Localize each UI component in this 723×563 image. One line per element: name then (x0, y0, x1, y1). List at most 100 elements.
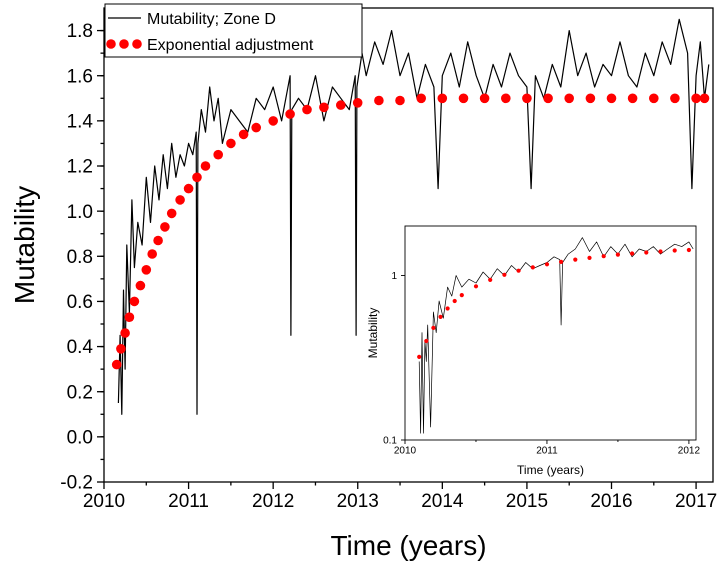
main-legend: Mutability; Zone D Exponential adjustment (104, 3, 363, 58)
main-y-axis-title: Mutability (9, 186, 40, 304)
main-series-1-point (251, 122, 261, 133)
main-x-tick-label: 2010 (83, 491, 125, 512)
main-series-1-point (395, 95, 405, 106)
inset-series-1-point (559, 259, 564, 264)
inset-series-1-point (424, 338, 429, 344)
main-y-tick-label: 0.4 (67, 337, 94, 358)
main-series-0-line (117, 18, 710, 415)
main-x-axis-title: Time (years) (330, 530, 486, 561)
main-x-tick-label: 2012 (252, 491, 294, 512)
main-series-1-point (285, 109, 295, 119)
inset-series-1-point (601, 254, 606, 259)
inset-y-tick-label: 1 (391, 271, 397, 282)
main-x-tick-label: 2017 (675, 491, 717, 512)
inset-series-1-point (630, 251, 635, 256)
main-y-tick-label: 1.8 (67, 21, 93, 42)
legend-label-exponential: Exponential adjustment (147, 37, 314, 54)
main-series-1-point (437, 93, 448, 104)
main-series-1-point (268, 116, 279, 126)
main-series-1-point (120, 328, 130, 338)
main-data (111, 18, 710, 415)
inset-series-1-point (672, 248, 677, 253)
main-series-1-point (522, 93, 532, 104)
main-series-1-point (352, 98, 363, 108)
inset-plot: 2010 2011 2012 0.1 1 Time (years) Mutability (366, 225, 701, 477)
main-y-tick-label: -0.2 (60, 473, 93, 494)
main-series-1-point (699, 93, 710, 104)
main-series-1-point (585, 93, 596, 104)
main-series-1-point (479, 93, 490, 104)
legend-label-mutability: Mutability; Zone D (147, 11, 276, 28)
inset-series-1-point (417, 354, 422, 359)
main-series-1-point (226, 138, 236, 149)
main-x-tick-label: 2011 (168, 491, 209, 512)
main-series-1-point (336, 100, 346, 110)
inset-series-1-point (644, 250, 649, 255)
main-x-tick-label: 2015 (506, 491, 548, 512)
inset-series-1-point (544, 262, 550, 267)
legend-dot-swatch (132, 39, 142, 49)
legend-dot-swatch (106, 39, 116, 49)
main-series-1-point (627, 93, 638, 104)
main-series-1-point (192, 172, 202, 183)
main-y-tick-label: 1.6 (67, 66, 93, 87)
main-series-1-point (374, 95, 384, 106)
main-series-1-point (649, 93, 659, 104)
main-series-1-point (670, 93, 680, 104)
inset-x-tick-label: 2012 (678, 446, 701, 457)
main-x-tick-label: 2013 (337, 491, 379, 512)
legend-dot-swatch (119, 39, 129, 49)
main-y-tick-label: 1.0 (67, 202, 93, 223)
main-series-1-point (183, 183, 194, 194)
inset-x-tick-label: 2010 (394, 446, 417, 457)
main-series-1-point (691, 93, 701, 104)
inset-data (417, 237, 694, 434)
inset-y-tick-label: 0.1 (383, 436, 397, 447)
inset-series-1-point (445, 306, 450, 311)
main-series-1-point (501, 93, 511, 104)
inset-y-axis-title: Mutability (366, 308, 380, 359)
main-y-tick-label: 0.0 (67, 428, 93, 449)
main-series-1-point (543, 93, 553, 104)
inset-background (405, 226, 696, 440)
main-series-1-point (111, 359, 122, 370)
inset-x-tick-label: 2011 (536, 446, 558, 457)
main-series-1-point (153, 235, 163, 246)
main-series-1-point (116, 344, 126, 354)
main-series-1-point (175, 195, 185, 205)
main-series-1-point (141, 265, 152, 275)
main-plot: 2010 2011 2012 2013 2014 2015 2016 2017 -0.2 0.0 0… (9, 7, 717, 561)
inset-series-1-point (459, 293, 464, 298)
main-axes-frame (103, 7, 714, 483)
main-y-tick-label: 0.8 (67, 247, 93, 268)
inset-series-1-point (438, 314, 443, 319)
inset-series-1-point (473, 284, 479, 289)
inset-series-1-point (686, 247, 692, 253)
legend-box (104, 3, 363, 58)
main-series-1-point (124, 312, 135, 323)
inset-series-1-point (502, 272, 507, 277)
main-y-tick-label: 1.2 (67, 157, 93, 178)
main-series-1-point (129, 296, 140, 307)
inset-series-1-point (530, 265, 535, 270)
main-series-1-point (606, 93, 617, 104)
inset-series-1-point (488, 277, 493, 282)
inset-series-1-point (587, 255, 592, 260)
inset-series-1-point (615, 252, 621, 257)
main-y-tick-label: 1.4 (67, 112, 94, 133)
main-series-1-point (200, 161, 211, 171)
main-y-tick-label: 0.2 (67, 382, 93, 403)
main-x-tick-label: 2016 (590, 491, 632, 512)
main-series-1-point (166, 208, 177, 219)
inset-series-1-point (658, 249, 663, 254)
main-series-1-point (416, 93, 427, 104)
main-series-1-point (458, 93, 469, 104)
main-series-1-point (160, 222, 170, 232)
inset-x-axis-title: Time (years) (517, 463, 584, 477)
main-series-1-point (238, 129, 249, 140)
main-y-tick-label: 0.6 (67, 292, 93, 313)
main-series-1-point (147, 249, 157, 259)
main-series-1-point (564, 93, 574, 104)
main-series-1-point (213, 149, 223, 160)
